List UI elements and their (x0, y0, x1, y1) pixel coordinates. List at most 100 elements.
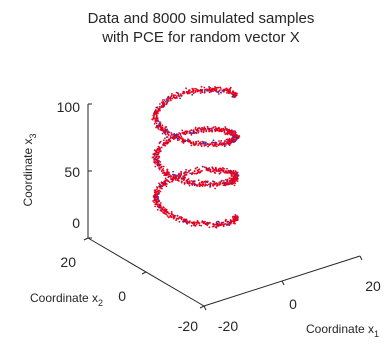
scatter-point (218, 181, 221, 184)
scatter-point (189, 172, 192, 175)
scatter-point (209, 182, 212, 184)
scatter-point (166, 179, 168, 181)
scatter-point (218, 167, 221, 170)
scatter-point (230, 182, 232, 185)
scatter-point (230, 178, 233, 180)
scatter-point (205, 181, 208, 184)
scatter-point (199, 92, 202, 94)
scatter-point (220, 143, 222, 146)
scatter-point (224, 223, 227, 225)
scatter-point (183, 174, 186, 177)
scatter-point (208, 86, 210, 88)
scatter-point (229, 222, 232, 225)
scatter-point (226, 171, 228, 174)
scatter-point (197, 144, 200, 147)
scatter-point (179, 134, 182, 136)
scatter-point (155, 109, 157, 111)
scatter-point (226, 224, 228, 227)
scatter-point (166, 132, 169, 135)
scatter-point (162, 206, 165, 209)
scatter-point (192, 142, 195, 145)
scatter-point (165, 185, 168, 188)
scatter-point (192, 129, 195, 132)
scatter-point (224, 170, 227, 173)
scatter-point (180, 135, 183, 138)
scatter-point (209, 184, 212, 187)
scatter-point (215, 226, 218, 229)
scatter-point (162, 142, 165, 144)
scatter-point (197, 127, 200, 129)
scatter-point (158, 163, 160, 166)
scatter-point (173, 133, 176, 135)
scatter-point (229, 133, 232, 136)
scatter-point (235, 219, 238, 222)
scatter-point (170, 99, 172, 102)
scatter-point (211, 166, 214, 169)
scatter-point (190, 144, 193, 147)
scatter-point (178, 132, 181, 134)
scatter-point (156, 159, 158, 162)
scatter-point (216, 90, 218, 93)
scatter-point (216, 225, 219, 228)
scatter-point (178, 172, 180, 175)
scatter-point (232, 141, 235, 143)
scatter-point (197, 221, 200, 224)
scatter-point (200, 181, 203, 184)
scatter-point (227, 142, 229, 145)
scatter-point (155, 201, 157, 203)
scatter-point (192, 180, 195, 183)
scatter-point (151, 118, 154, 121)
scatter-point (223, 145, 226, 148)
scatter-point (176, 179, 179, 182)
scatter-point (226, 133, 229, 136)
scatter-point (225, 129, 228, 131)
scatter-point (158, 142, 161, 145)
scatter-point (189, 220, 191, 223)
scatter-point (167, 212, 170, 215)
scatter-point (208, 127, 211, 130)
scatter-point (153, 201, 156, 204)
y-tick-label: 20 (60, 254, 76, 270)
scatter-point (159, 165, 161, 167)
scatter-point (180, 170, 183, 173)
scatter-point (233, 178, 236, 181)
scatter-point (219, 169, 222, 172)
scatter-point (232, 215, 235, 218)
scatter-point (194, 126, 197, 129)
scatter-point (153, 189, 156, 192)
scatter-point (178, 138, 181, 141)
scatter-point (170, 211, 173, 213)
scatter-point (174, 97, 177, 100)
scatter-point (153, 193, 156, 196)
scatter-point (155, 199, 158, 202)
scatter-point (220, 130, 223, 132)
scatter-point (219, 86, 222, 89)
scatter-point (229, 179, 231, 182)
scatter-point (156, 188, 158, 191)
scatter-point (175, 91, 178, 94)
scatter-point (157, 160, 160, 163)
scatter-point (164, 126, 167, 128)
scatter-point (228, 221, 231, 224)
scatter-point (171, 97, 174, 100)
scatter-point (214, 169, 216, 171)
scatter-point (173, 136, 176, 139)
scatter-point (228, 139, 231, 141)
scatter-point (208, 226, 211, 229)
scatter-point (189, 140, 192, 143)
scatter-point (236, 180, 239, 183)
scatter-point (176, 95, 178, 97)
scatter-point (215, 185, 218, 187)
scatter-point (199, 171, 202, 174)
scatter-point (186, 171, 189, 174)
scatter-point (162, 165, 165, 168)
scatter-point (215, 170, 218, 173)
scatter-point (203, 166, 206, 169)
x-axis-label: Coordinate x1 (306, 322, 379, 339)
scatter-point (214, 88, 216, 91)
scatter-point (200, 224, 203, 227)
scatter-point (192, 221, 195, 224)
scatter-point (163, 130, 166, 133)
scatter-point (160, 126, 162, 129)
scatter-point (203, 91, 206, 94)
